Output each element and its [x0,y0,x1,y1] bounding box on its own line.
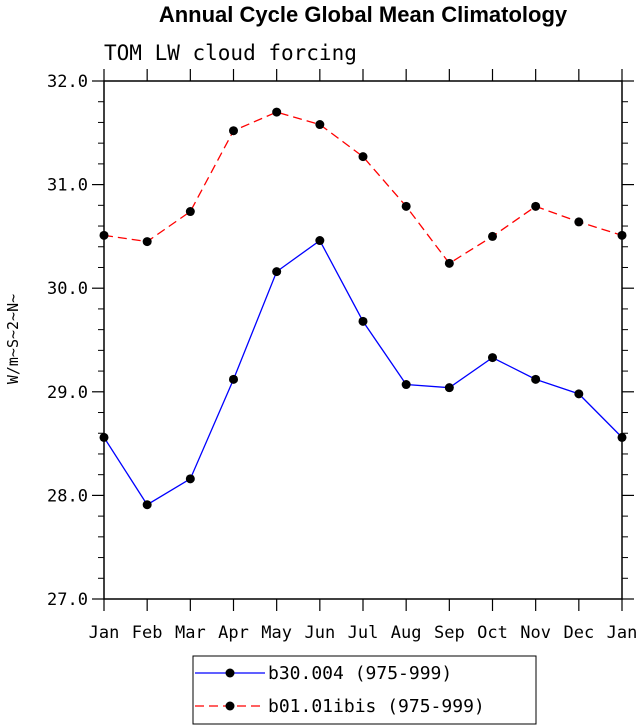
x-tick-label: Mar [175,623,206,643]
legend-label-1: b30.004 (975-999) [268,663,452,684]
data-point [531,374,541,384]
x-tick-label: Nov [520,623,551,643]
data-point [488,231,497,241]
legend: b30.004 (975-999) b01.01ibis (975-999) [192,655,537,725]
data-point [272,267,282,277]
data-point [315,120,325,130]
x-tick-label: Oct [477,623,508,643]
data-point [531,201,541,211]
x-tick-label: May [261,623,292,643]
y-tick-label: 27.0 [47,590,88,610]
data-point [401,380,411,390]
data-point [444,258,454,268]
legend-marker [225,668,235,678]
data-point [315,236,325,246]
data-point [358,316,368,326]
data-point [229,126,238,136]
y-tick-label: 29.0 [47,383,88,403]
data-point [574,389,584,399]
data-point [401,201,411,211]
series-group [99,107,627,510]
y-tick-label: 31.0 [47,176,88,196]
data-point [99,432,109,442]
y-axis-label: W/m~S~2~N~ [4,294,22,384]
y-tick-label: 32.0 [47,72,88,92]
legend-marker [225,701,235,711]
data-point [185,207,195,217]
x-tick-label: Jan [607,623,638,643]
data-point [444,383,454,393]
y-tick-label: 28.0 [47,486,88,506]
data-point [488,353,497,363]
chart-title: Annual Cycle Global Mean Climatology [159,2,568,27]
series-line-2 [103,111,623,265]
data-point [272,107,282,117]
data-point [142,500,152,510]
data-point [185,474,195,484]
x-tick-label: Jul [348,623,379,643]
x-tick-label: Apr [218,623,249,643]
legend-label-2: b01.01ibis (975-999) [268,696,485,717]
data-point [617,432,627,442]
axes: 27.0 28.0 29.0 30.0 31.0 32.0 Jan Feb Mar Apr May J… [47,69,637,643]
data-point [574,217,584,227]
x-tick-label: Feb [132,623,163,643]
x-tick-label: Jan [89,623,120,643]
chart-subtitle: TOM LW cloud forcing [104,41,357,65]
x-tick-label: Aug [391,623,422,643]
y-tick-label: 30.0 [47,279,88,299]
data-point [99,230,109,240]
legend-box [192,655,537,725]
data-point [358,152,368,162]
x-tick-label: Dec [563,623,594,643]
data-point [229,374,238,384]
data-point [617,230,627,240]
x-tick-label: Jun [304,623,335,643]
data-point [142,237,152,247]
x-tick-label: Sep [434,623,465,643]
series-line-1 [103,239,623,506]
